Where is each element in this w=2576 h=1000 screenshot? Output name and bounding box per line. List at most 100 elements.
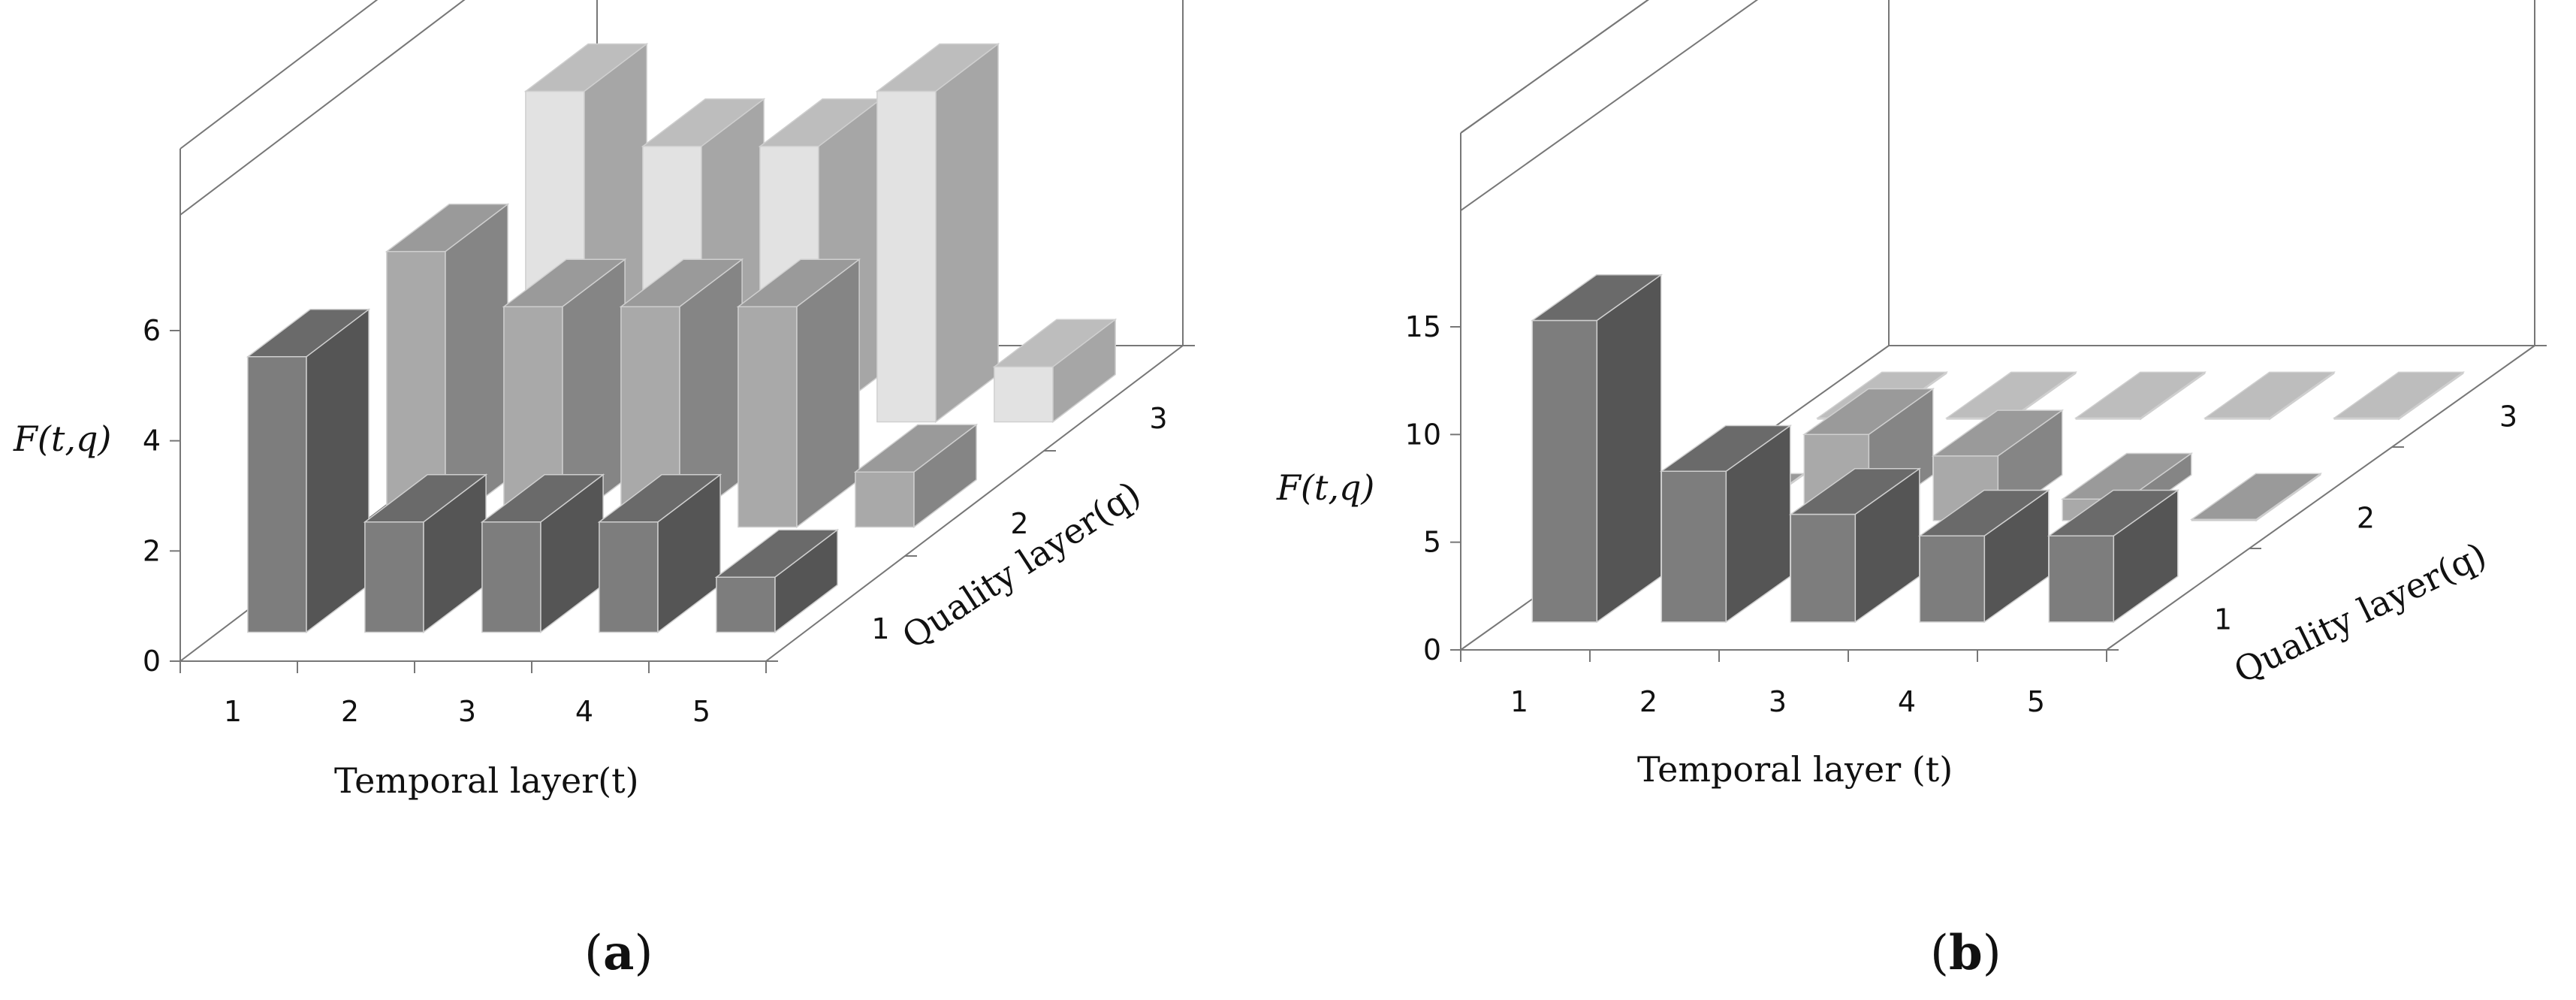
chart-b-bar-front bbox=[1531, 319, 1598, 623]
chart-b-bar-top bbox=[1931, 409, 2065, 457]
chart-b-bar-q3-t4 bbox=[2203, 370, 2336, 421]
chart-a-x-tick-label: 5 bbox=[692, 695, 710, 728]
chart-a-depth-axis-line bbox=[765, 345, 1184, 662]
chart-a-bar-front bbox=[247, 356, 307, 633]
chart-a-bar-top bbox=[502, 258, 627, 307]
chart-a-bar-front bbox=[876, 90, 937, 423]
chart-b-bar-front bbox=[1661, 470, 1727, 623]
chart-b-x-tick-label: 2 bbox=[1639, 685, 1658, 718]
chart-b-bar-front bbox=[2048, 535, 2115, 623]
chart-a-y-axis-label: F(t,q) bbox=[13, 418, 111, 459]
chart-b-depth-axis-label: Quality layer(q) bbox=[2228, 534, 2493, 691]
chart-a-bar-front bbox=[994, 366, 1054, 423]
chart-a-bar-top bbox=[597, 474, 722, 523]
chart-a-bar-front bbox=[855, 471, 915, 528]
chart-b-x-axis-label: Temporal layer (t) bbox=[1637, 749, 1953, 790]
chart-a-bar-top bbox=[853, 424, 979, 473]
chart-b-bar-q1-t3 bbox=[1788, 467, 1922, 624]
chart-a-x-tick-label: 2 bbox=[341, 695, 359, 728]
chart-a-y-tick-label: 0 bbox=[143, 645, 161, 678]
chart-a-bar-front bbox=[364, 521, 424, 633]
chart-b-bar-top bbox=[1788, 468, 1922, 515]
chart-b-caption: (b) bbox=[1930, 925, 2001, 981]
chart-a-side-gridline bbox=[179, 0, 466, 216]
chart-a-bar-top bbox=[619, 258, 744, 307]
chart-b-bar-top bbox=[2047, 489, 2180, 536]
chart-a-bars bbox=[246, 42, 1118, 634]
chart-b-bar-top bbox=[2189, 473, 2323, 520]
chart-b-bar-q3-t3 bbox=[2074, 370, 2207, 421]
chart-a-bar-top bbox=[246, 309, 371, 358]
chart-a-x-axis-label: Temporal layer(t) bbox=[334, 760, 639, 801]
chart-b-y-tick-label: 10 bbox=[1405, 418, 1441, 451]
chart-a-bar-front bbox=[716, 576, 776, 633]
chart-a-bar-top bbox=[523, 43, 649, 92]
chart-a-side-wall-top bbox=[179, 0, 379, 150]
chart-b-walls bbox=[1460, 0, 2535, 651]
chart-b-bar-q1-t4 bbox=[1917, 489, 2051, 624]
chart-a-bar-top bbox=[641, 98, 766, 147]
chart-a-bar-q1-t4 bbox=[597, 473, 722, 634]
chart-a-caption: (a) bbox=[584, 925, 653, 981]
chart-b-x-tick-label: 1 bbox=[1510, 685, 1528, 718]
chart-b-bars bbox=[1530, 273, 2466, 624]
chart-b-bar-front bbox=[1919, 535, 1986, 623]
chart-b-depth-axis-line bbox=[2106, 345, 2535, 651]
chart-b-depth-tick-label: 2 bbox=[2357, 502, 2375, 535]
chart-a-bar-top bbox=[992, 319, 1118, 367]
chart-a-bar-front bbox=[738, 306, 798, 528]
chart-b-bar-front bbox=[1790, 513, 1857, 623]
chart-b-depth-tick-label: 3 bbox=[2499, 400, 2517, 434]
chart-a-bar-q1-t3 bbox=[480, 473, 605, 634]
chart-a-x-tick-label: 3 bbox=[458, 695, 476, 728]
chart-a-bar-front bbox=[599, 521, 659, 633]
chart-a-bar-q2-t4 bbox=[736, 258, 861, 529]
chart-b-y-tick-label: 15 bbox=[1405, 310, 1441, 343]
chart-a-bar-q2-t5 bbox=[853, 423, 979, 529]
chart-b-bar-q1-t5 bbox=[2047, 489, 2180, 624]
chart-b-y-tick-label: 0 bbox=[1423, 633, 1441, 666]
chart-b-axes: 0 5 10 15 1 2 3 4 5 1 2 3 bbox=[1405, 310, 2547, 718]
chart-b-bar-top bbox=[1917, 489, 2051, 536]
chart-a-bar-q1-t2 bbox=[363, 473, 488, 634]
chart-b-side-wall-top bbox=[1460, 0, 1649, 134]
chart-b-depth-tick-label: 1 bbox=[2214, 603, 2232, 636]
chart-a-bar-top bbox=[714, 529, 840, 578]
chart-b-x-tick-label: 3 bbox=[1769, 685, 1787, 718]
chart-b-bar-top bbox=[1659, 424, 1793, 472]
chart-b-bar-q1-t1 bbox=[1530, 273, 1664, 624]
chart-a-depth-tick-label: 2 bbox=[1010, 507, 1028, 540]
chart-b-bar-top bbox=[1802, 388, 1935, 435]
chart-a-axes: 0 2 4 6 1 2 3 4 5 1 2 3 bbox=[143, 314, 1195, 728]
chart-b-bar-top bbox=[2074, 371, 2207, 418]
chart-b-y-tick-label: 5 bbox=[1423, 526, 1441, 559]
chart-a-depth-tick-label: 1 bbox=[871, 612, 889, 645]
chart-a-bar-q3-t5 bbox=[992, 318, 1118, 424]
chart-b-bar-q3-t5 bbox=[2332, 370, 2466, 421]
chart-b-bar-q1-t2 bbox=[1659, 424, 1793, 624]
chart-a-panel-letter: a bbox=[603, 925, 634, 981]
chart-b-bar-top bbox=[2332, 371, 2466, 418]
chart-b-x-tick-label: 4 bbox=[1898, 685, 1916, 718]
chart-a-bar-top bbox=[875, 43, 1000, 92]
chart-b-y-axis-label: F(t,q) bbox=[1276, 467, 1374, 508]
chart-b-side-gridline bbox=[1460, 0, 1759, 212]
chart-b-back-wall bbox=[1888, 0, 2535, 346]
chart-a-x-tick-label: 4 bbox=[575, 695, 593, 728]
chart-a-bar-q2-t2 bbox=[502, 258, 627, 529]
chart-a-bar-top bbox=[480, 474, 605, 523]
chart-a-y-tick-label: 4 bbox=[143, 424, 161, 458]
chart-a-depth-tick-label: 3 bbox=[1149, 402, 1167, 435]
chart-b-side-gridline bbox=[1460, 0, 1649, 134]
chart-a-bar-q1-t1 bbox=[246, 308, 371, 634]
chart-b-bar-top bbox=[2203, 371, 2336, 418]
chart-b-panel-letter: b bbox=[1949, 925, 1983, 981]
chart-a-bar-side bbox=[935, 42, 999, 424]
chart-panel-b: 0 5 10 15 1 2 3 4 5 1 2 3 F(t,q) Temporal layer (t)… bbox=[1276, 0, 2547, 981]
chart-a-bar-top bbox=[385, 204, 510, 252]
chart-a-bar-q1-t5 bbox=[714, 528, 840, 634]
chart-a-bar-top bbox=[736, 258, 861, 307]
chart-b-bar-side bbox=[1596, 273, 1662, 624]
